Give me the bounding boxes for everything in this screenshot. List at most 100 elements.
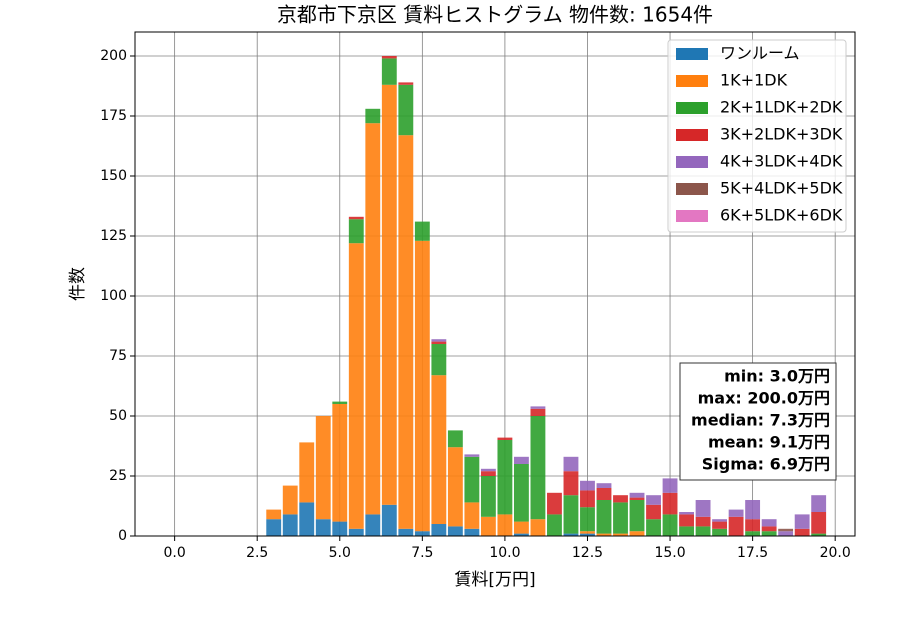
bar-segment (712, 519, 728, 522)
bar-segment (530, 406, 546, 409)
bar-segment (563, 471, 579, 496)
bar-segment (679, 514, 694, 527)
bar-segment (332, 401, 348, 404)
legend-swatch (676, 210, 708, 222)
bar-segment (530, 519, 546, 536)
legend-frame (667, 39, 847, 233)
bar-segment (530, 416, 546, 520)
bar-segment (431, 375, 447, 524)
stats-line: mean: 9.1万円 (708, 433, 830, 452)
bar-segment (447, 526, 463, 536)
y-tick-label: 125 (100, 228, 127, 244)
bar-segment (530, 408, 546, 416)
bar-segment (381, 56, 397, 59)
stats-line: max: 200.0万円 (698, 389, 830, 408)
legend-swatch (676, 102, 708, 114)
bar-segment (596, 500, 612, 534)
legend-label: 4K+3LDK+4DK (720, 152, 843, 171)
bar-segment (646, 495, 661, 505)
bar-segment (398, 528, 414, 536)
bar-segment (728, 516, 744, 536)
bar-segment (447, 430, 463, 448)
x-tick-label: 15.0 (654, 545, 685, 561)
legend-label: 2K+1LDK+2DK (720, 98, 843, 117)
bar-segment (563, 456, 579, 472)
bar-segment (266, 519, 282, 536)
bar-segment (299, 502, 315, 536)
bar-segment (662, 492, 678, 515)
bar-segment (695, 516, 711, 527)
bar-segment (712, 528, 728, 536)
bar-segment (464, 456, 480, 503)
x-tick-label: 17.5 (737, 545, 768, 561)
bar-segment (679, 512, 694, 515)
bar-segment (596, 483, 612, 488)
bar-segment (728, 509, 744, 517)
bar-segment (348, 216, 364, 220)
bar-segment (381, 58, 397, 85)
bar-segment (547, 514, 562, 536)
bar-segment (513, 521, 529, 534)
bar-segment (431, 339, 447, 342)
y-tick-label: 175 (100, 108, 127, 124)
y-tick-label: 100 (100, 288, 127, 304)
bar-segment (761, 526, 777, 532)
bar-segment (513, 533, 529, 536)
bar-segment (811, 512, 827, 534)
bar-segment (662, 478, 678, 493)
bar-segment (629, 492, 645, 498)
y-tick-label: 25 (109, 468, 127, 484)
bar-segment (794, 514, 810, 529)
bar-segment (365, 514, 381, 536)
bar-segment (679, 526, 694, 536)
bar-segment (381, 84, 397, 505)
bar-segment (745, 500, 761, 520)
bar-segment (563, 495, 579, 534)
bar-segment (480, 468, 496, 472)
x-tick-label: 12.5 (572, 545, 603, 561)
bar-segment (431, 341, 447, 344)
stats-line: min: 3.0万円 (724, 367, 830, 386)
stats-line: Sigma: 6.9万円 (702, 455, 830, 474)
bar-segment (646, 504, 661, 520)
stats-box (679, 362, 837, 481)
bar-segment (513, 456, 529, 464)
bar-segment (613, 533, 628, 536)
bar-segment (480, 516, 496, 536)
bar-segment (629, 531, 645, 536)
bar-segment (745, 519, 761, 532)
bar-segment (745, 531, 761, 536)
bar-segment (266, 509, 282, 520)
bar-segment (299, 442, 315, 503)
x-tick-label: 20.0 (820, 545, 851, 561)
bar-segment (315, 519, 331, 536)
bar-segment (398, 82, 414, 85)
bar-segment (596, 488, 612, 500)
bar-segment (580, 507, 595, 532)
bar-segment (282, 514, 298, 536)
y-tick-label: 150 (100, 168, 127, 184)
bar-segment (811, 495, 827, 512)
bar-segment (348, 243, 364, 529)
bar-segment (778, 531, 794, 536)
bar-segment (613, 502, 628, 534)
x-tick-label: 0.0 (164, 545, 186, 561)
x-tick-label: 2.5 (246, 545, 268, 561)
bar-segment (629, 500, 645, 532)
x-tick-label: 5.0 (329, 545, 351, 561)
bar-segment (662, 514, 678, 536)
bar-segment (695, 500, 711, 517)
bar-segment (315, 416, 331, 520)
bar-segment (695, 526, 711, 536)
bar-segment (431, 524, 447, 536)
y-tick-label: 75 (109, 348, 127, 364)
y-axis-label: 件数 (68, 267, 88, 301)
bar-segment (447, 447, 463, 527)
bar-segment (348, 528, 364, 536)
legend-label: 5K+4LDK+5DK (720, 179, 843, 198)
bar-segment (513, 464, 529, 522)
legend-swatch (676, 129, 708, 141)
y-tick-label: 50 (109, 408, 127, 424)
bar-segment (398, 135, 414, 529)
